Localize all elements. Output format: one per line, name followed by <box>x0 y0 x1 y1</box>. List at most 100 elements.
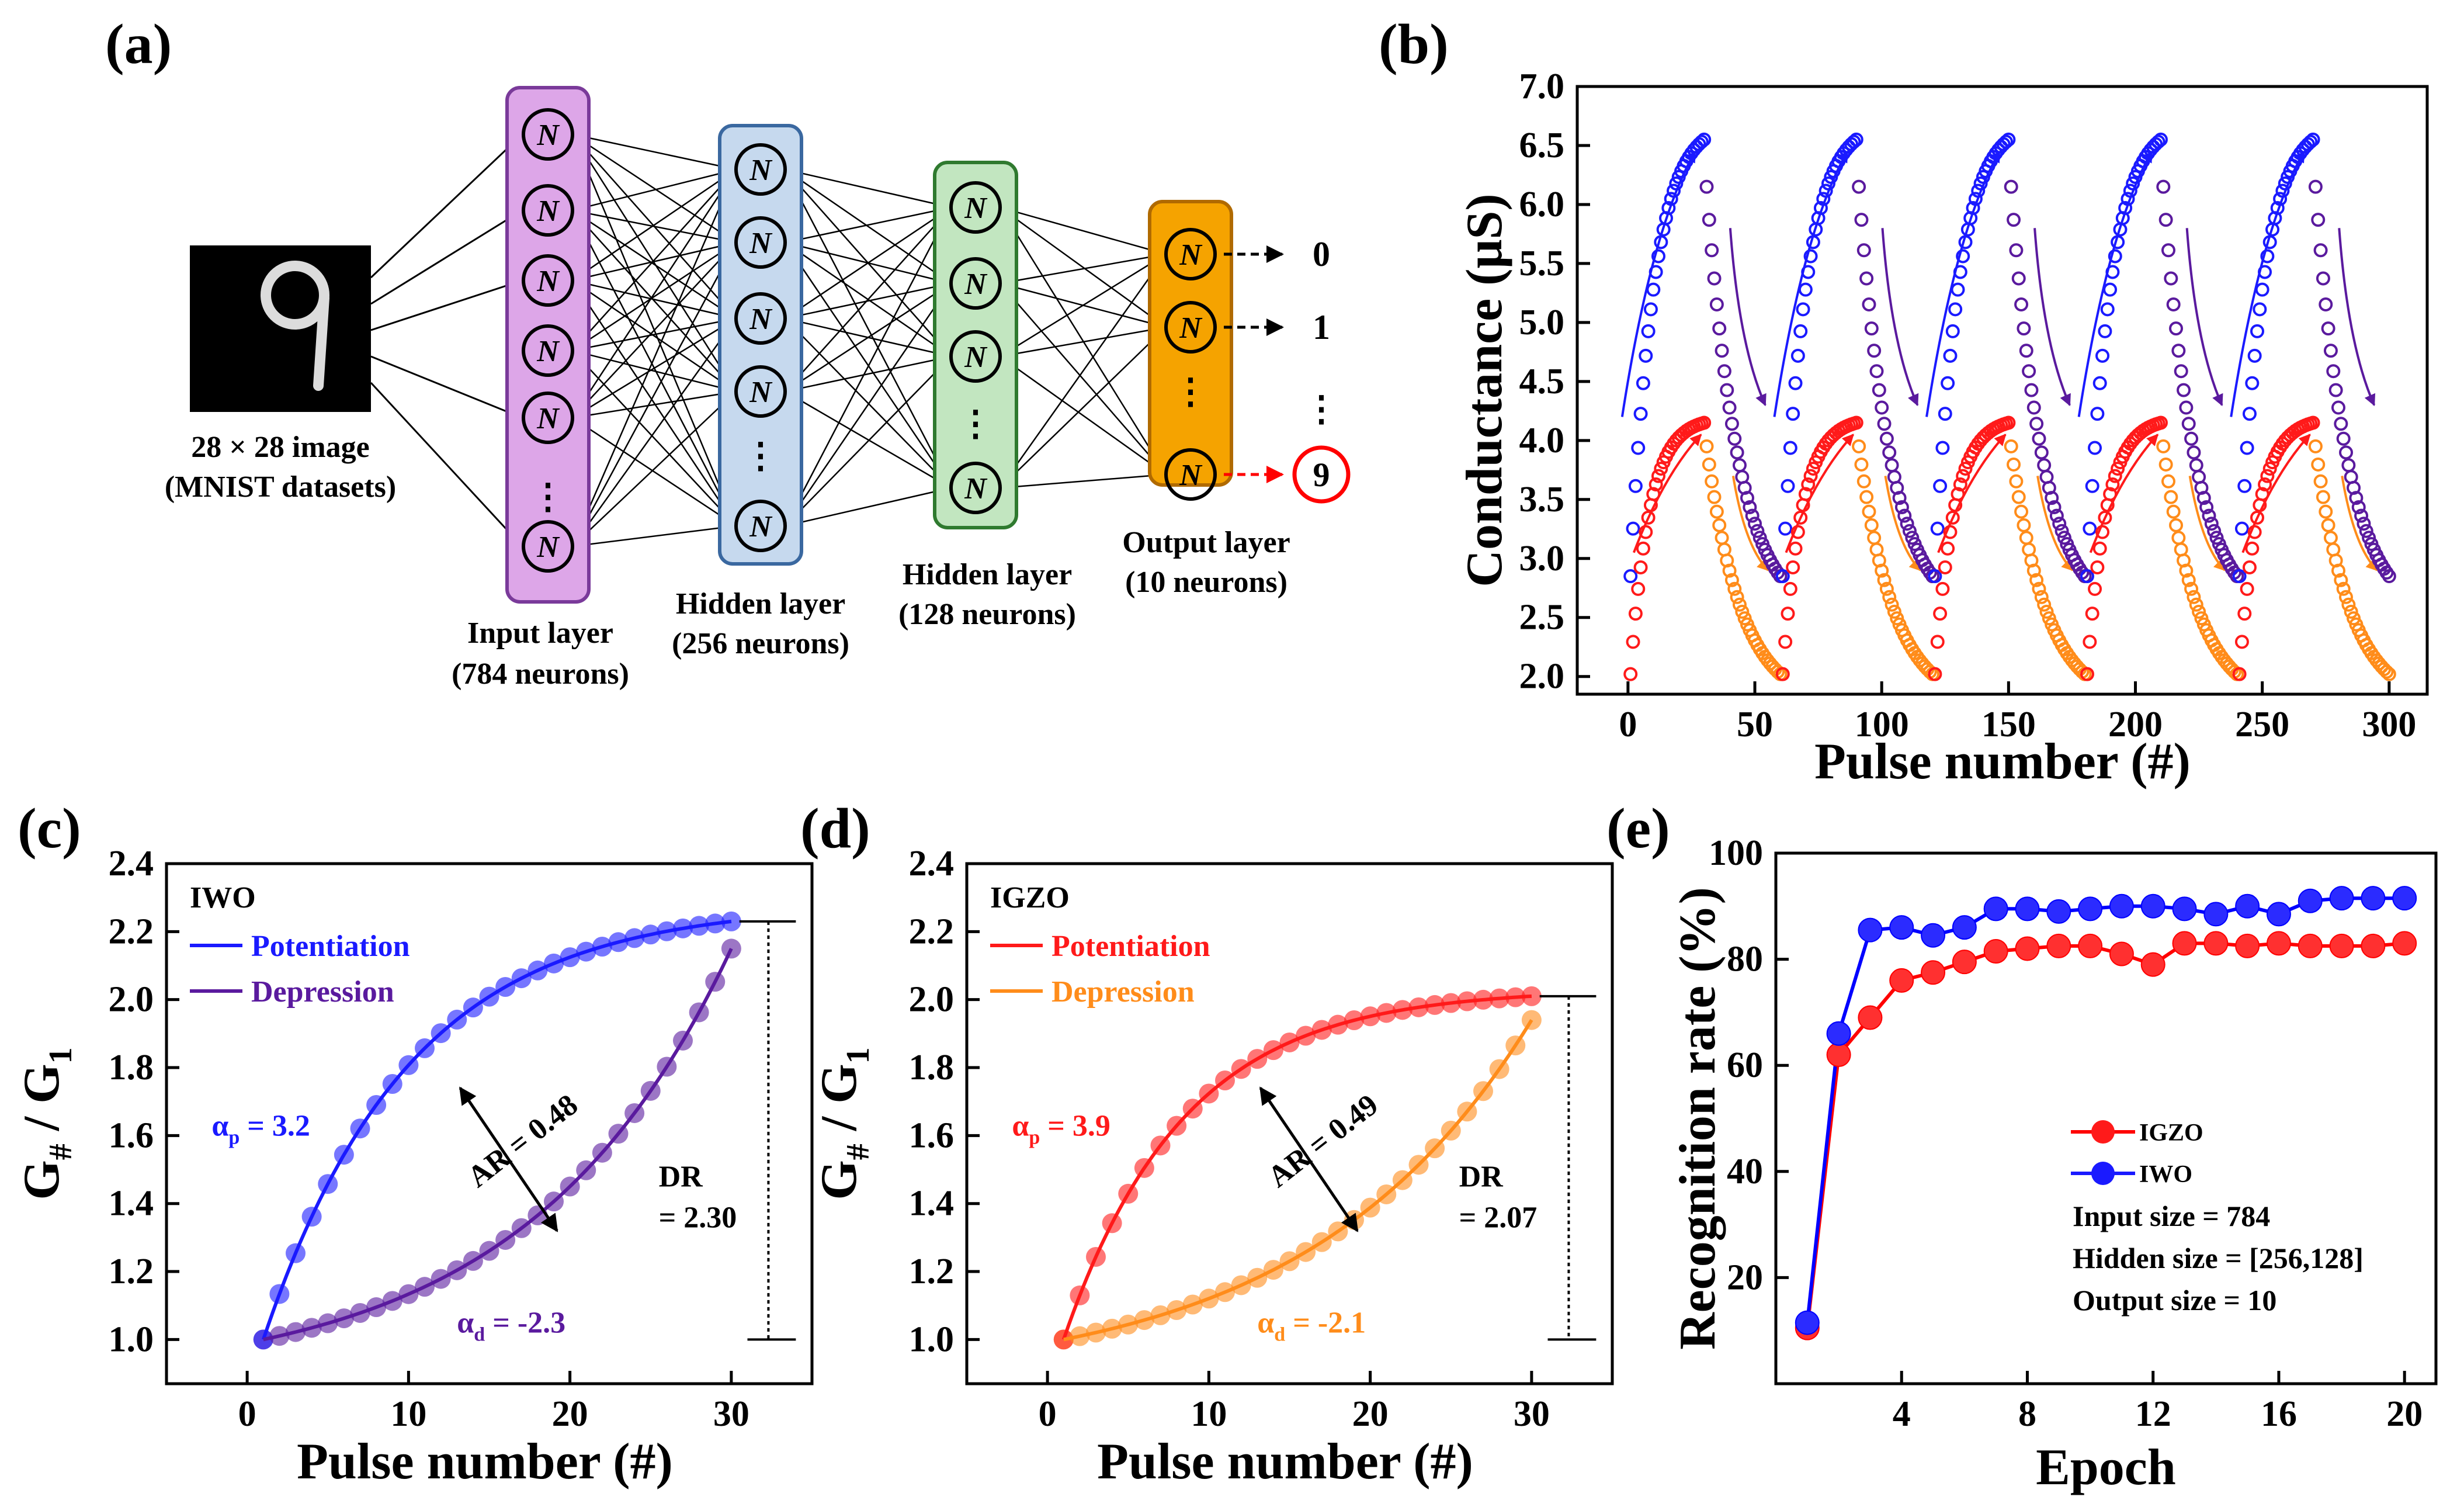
data-point <box>1707 271 1722 286</box>
hidden-1-dots: ⋮ <box>743 436 778 475</box>
data-point <box>1900 517 1914 531</box>
data-point <box>2351 500 2366 514</box>
data-point <box>2090 407 2105 421</box>
data-point <box>2270 200 2285 215</box>
data-point <box>2336 581 2351 596</box>
potentiation-arrow <box>1925 150 2001 417</box>
potentiation-fit-line <box>1061 994 1532 1340</box>
data-point <box>2011 271 2026 286</box>
data-point <box>2055 524 2069 538</box>
data-point <box>1722 563 1737 578</box>
data-point <box>2034 590 2049 604</box>
connection-line <box>572 242 737 418</box>
neuron-circle <box>522 392 574 444</box>
data-point <box>1930 521 1945 536</box>
data-point <box>1956 249 1970 264</box>
data-point <box>2161 474 2175 489</box>
data-point <box>2321 518 2335 532</box>
data-point <box>1872 383 1886 397</box>
data-point <box>2354 508 2369 523</box>
data-point <box>1790 525 1805 539</box>
data-point <box>2339 590 2354 604</box>
input-layer-size: (784 neurons) <box>452 657 629 691</box>
data-point <box>1781 479 1795 493</box>
data-point <box>1628 607 1643 621</box>
connection-line <box>785 206 952 320</box>
data-point <box>2088 441 2102 455</box>
igzo-chart: 0 10 20 30 1.0 1.2 1.4 1.6 1.8 2.0 2.2 2.4 IGZO Pote… <box>811 844 1614 1490</box>
connection-line <box>1000 327 1167 489</box>
data-point <box>2181 417 2196 431</box>
data-point <box>1786 560 1800 575</box>
data-point <box>1867 344 1882 358</box>
data-point <box>2341 458 2356 473</box>
x-tick-label: 150 <box>1981 705 2036 744</box>
data-point <box>1748 517 1762 531</box>
data-point <box>2169 321 2184 336</box>
data-point <box>2209 531 2224 545</box>
data-point <box>2085 479 2099 493</box>
data-point <box>1745 508 1759 523</box>
connection-line <box>1000 326 1167 358</box>
data-point <box>1951 487 1965 501</box>
data-point <box>1705 474 1719 489</box>
connection-line <box>785 318 952 489</box>
connection-line <box>1000 253 1167 285</box>
data-point <box>1626 521 1640 536</box>
neuron-circle <box>522 254 574 307</box>
neuron-label: N <box>964 268 988 301</box>
neuron-label: N <box>749 154 773 187</box>
alpha-p-annotation: αp = 3.2 <box>211 1109 310 1148</box>
y-tick-label: 1.6 <box>909 1115 955 1155</box>
x-tick-label: 300 <box>2362 705 2416 744</box>
data-point <box>1643 302 1658 317</box>
data-point <box>2108 249 2122 264</box>
data-point-iwo <box>2140 893 2165 919</box>
chart-c-frame <box>165 862 814 1385</box>
data-point <box>1702 457 1716 472</box>
data-point <box>1651 249 1665 264</box>
hidden-layer-2-name: Hidden layer <box>903 558 1072 591</box>
data-point <box>2179 563 2194 578</box>
data-point <box>2247 348 2262 363</box>
hidden-layer-1-size: (256 neurons) <box>672 627 849 660</box>
data-point <box>2308 179 2323 194</box>
data-point <box>2275 183 2290 198</box>
y-tick-label: 20 <box>1727 1257 1763 1297</box>
network-diagram: 28 × 28 image (MNIST datasets) NNNNNNNNN… <box>165 86 1351 691</box>
data-point-igzo <box>2172 931 2197 956</box>
data-point <box>1641 324 1656 338</box>
data-point <box>2092 376 2107 390</box>
connection-line <box>572 133 737 244</box>
connection-line <box>572 209 737 320</box>
data-point <box>2311 457 2326 472</box>
data-point <box>2204 517 2219 531</box>
image-input-arrow <box>370 278 523 331</box>
data-point <box>1948 302 1963 317</box>
data-point <box>2001 415 2016 430</box>
data-point-igzo <box>2392 931 2417 956</box>
data-point <box>1699 439 1714 453</box>
data-point <box>2319 504 2333 519</box>
data-point-iwo <box>2235 893 2260 919</box>
data-point <box>2334 417 2348 431</box>
chart-c-annotations: IWO Potentiation Depression αp = 3.2 αd = -2… <box>190 881 796 1346</box>
data-point <box>1646 282 1661 297</box>
data-point <box>2049 508 2064 523</box>
data-point <box>1859 490 1874 504</box>
depression-arrow <box>2036 476 2074 571</box>
neuron-circle <box>734 143 787 196</box>
data-point <box>2245 541 2260 556</box>
data-point-iwo <box>1826 1021 1851 1046</box>
data-point <box>2164 271 2178 286</box>
data-point <box>1877 573 1892 587</box>
data-point <box>1798 282 1813 297</box>
connection-line <box>785 487 952 527</box>
data-point-iwo <box>2109 893 2134 919</box>
legend-iwo-label: IWO <box>2139 1161 2192 1188</box>
y-tick-label: 5.0 <box>1519 303 1565 342</box>
data-point <box>2382 667 2396 681</box>
depression-arrow <box>2185 228 2223 407</box>
data-point <box>1790 348 1805 363</box>
data-point <box>1783 581 1797 596</box>
